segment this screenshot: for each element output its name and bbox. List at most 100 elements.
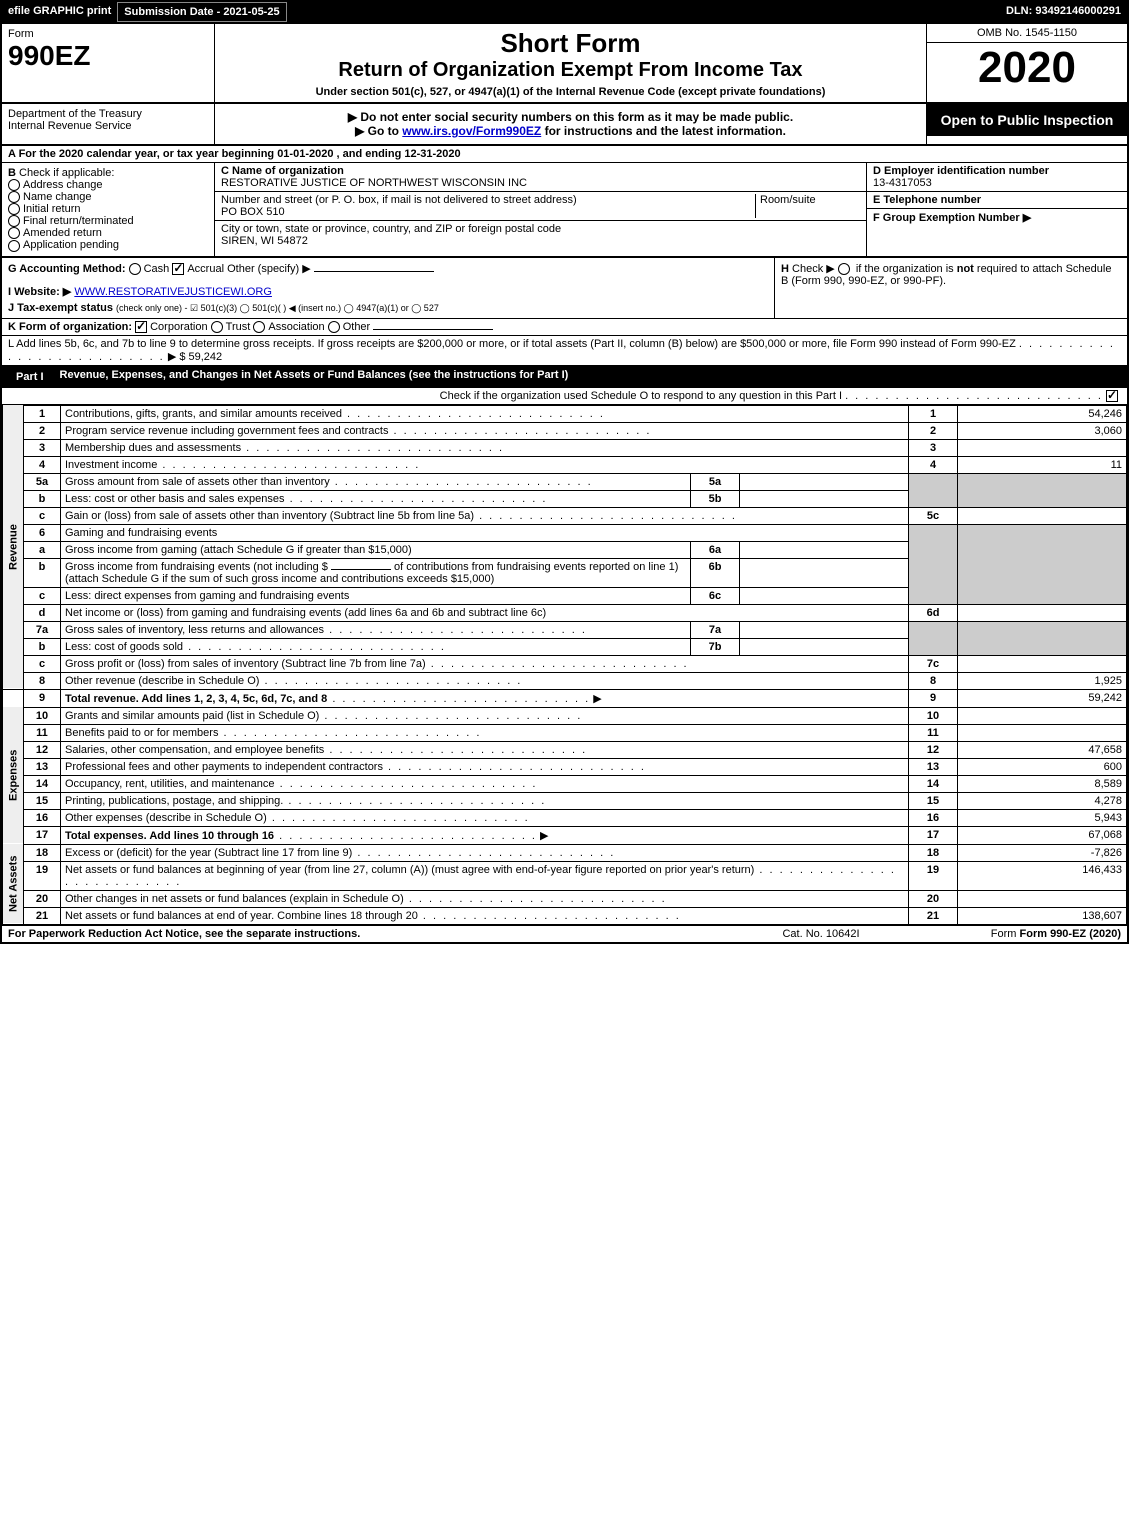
i-label: I Website: ▶ xyxy=(8,286,71,298)
initial-return-checkbox[interactable] xyxy=(8,203,20,215)
l6c-desc: Less: direct expenses from gaming and fu… xyxy=(65,590,349,602)
l20-num: 20 xyxy=(24,890,61,907)
assoc-label: Association xyxy=(268,321,324,333)
right-box: OMB No. 1545-1150 2020 xyxy=(926,24,1127,102)
f-label: F Group Exemption Number ▶ xyxy=(873,212,1031,224)
l12-ln: 12 xyxy=(909,741,958,758)
name-change-label: Name change xyxy=(23,191,92,203)
l1-num: 1 xyxy=(24,405,61,422)
title-box: Short Form Return of Organization Exempt… xyxy=(215,24,926,102)
efile-print-button[interactable]: efile GRAPHIC print xyxy=(2,2,117,22)
footer-form: Form 990-EZ (2020) xyxy=(1020,928,1121,940)
l11-ln: 11 xyxy=(909,724,958,741)
l10-ln: 10 xyxy=(909,707,958,724)
l5c-ln: 5c xyxy=(909,507,958,524)
l17-val: 67,068 xyxy=(958,826,1127,844)
part1-header: Part I Revenue, Expenses, and Changes in… xyxy=(2,366,1127,388)
l1-ln: 1 xyxy=(909,405,958,422)
l15-desc: Printing, publications, postage, and shi… xyxy=(65,795,283,807)
l18-desc: Excess or (deficit) for the year (Subtra… xyxy=(65,847,352,859)
l9-dots xyxy=(327,693,590,705)
city: SIREN, WI 54872 xyxy=(221,235,308,247)
addr-change-label: Address change xyxy=(23,179,103,191)
l5b-num: b xyxy=(24,490,61,507)
street-label: Number and street (or P. O. box, if mail… xyxy=(221,194,577,206)
part1-title: Revenue, Expenses, and Changes in Net As… xyxy=(60,369,1121,385)
header-row2: Department of the Treasury Internal Reve… xyxy=(2,104,1127,146)
l21-dots xyxy=(418,910,681,922)
corp-checkbox[interactable] xyxy=(135,321,147,333)
trust-label: Trust xyxy=(226,321,251,333)
part1-checkbox[interactable] xyxy=(1106,390,1118,402)
l4-dots xyxy=(157,459,420,471)
l20-dots xyxy=(404,893,667,905)
accrual-checkbox[interactable] xyxy=(172,263,184,275)
name-change-checkbox[interactable] xyxy=(8,191,20,203)
app-pending-checkbox[interactable] xyxy=(8,240,20,252)
trust-checkbox[interactable] xyxy=(211,321,223,333)
j-label: J Tax-exempt status xyxy=(8,302,113,314)
addr-change-checkbox[interactable] xyxy=(8,179,20,191)
title-return: Return of Organization Exempt From Incom… xyxy=(221,59,920,82)
l11-dots xyxy=(218,727,481,739)
l6c-sub: 6c xyxy=(691,587,740,604)
city-label: City or town, state or province, country… xyxy=(221,223,561,235)
l-text: L Add lines 5b, 6c, and 7b to line 9 to … xyxy=(8,338,1016,350)
l14-ln: 14 xyxy=(909,775,958,792)
l12-num: 12 xyxy=(24,741,61,758)
l16-dots xyxy=(267,812,530,824)
l7b-sub: 7b xyxy=(691,638,740,655)
l15-ln: 15 xyxy=(909,792,958,809)
l17-dots xyxy=(274,830,537,842)
h-not: not xyxy=(957,263,974,275)
other-org-checkbox[interactable] xyxy=(328,321,340,333)
l4-val: 11 xyxy=(958,456,1127,473)
l5c-num: c xyxy=(24,507,61,524)
d-label: D Employer identification number xyxy=(873,165,1049,177)
l6a-sub: 6a xyxy=(691,541,740,558)
l7-shade xyxy=(909,621,958,655)
l9-ln: 9 xyxy=(909,689,958,707)
note-ssn: ▶ Do not enter social security numbers o… xyxy=(221,110,920,124)
l15-num: 15 xyxy=(24,792,61,809)
submission-date: Submission Date - 2021-05-25 xyxy=(117,2,286,22)
amended-return-checkbox[interactable] xyxy=(8,227,20,239)
l6b-subval xyxy=(740,558,909,587)
note-link-suffix: for instructions and the latest informat… xyxy=(545,124,786,138)
l6b-amount-input[interactable] xyxy=(331,569,391,570)
b-label: B xyxy=(8,167,16,179)
l6b-desc1: Gross income from fundraising events (no… xyxy=(65,561,328,573)
l3-ln: 3 xyxy=(909,439,958,456)
form-number: 990EZ xyxy=(8,40,208,72)
l7c-desc: Gross profit or (loss) from sales of inv… xyxy=(65,658,426,670)
l6b-sub: 6b xyxy=(691,558,740,587)
website-link[interactable]: WWW.RESTORATIVEJUSTICEWI.ORG xyxy=(74,286,272,298)
l18-val: -7,826 xyxy=(958,844,1127,861)
l7a-num: 7a xyxy=(24,621,61,638)
l6a-desc: Gross income from gaming (attach Schedul… xyxy=(61,541,691,558)
other-input[interactable] xyxy=(314,271,434,272)
cash-checkbox[interactable] xyxy=(129,263,141,275)
h-right: H Check ▶ if the organization is not req… xyxy=(774,258,1127,318)
l6-shade xyxy=(909,524,958,604)
l18-num: 18 xyxy=(24,844,61,861)
irs-link[interactable]: www.irs.gov/Form990EZ xyxy=(402,124,541,138)
l14-val: 8,589 xyxy=(958,775,1127,792)
l12-dots xyxy=(324,744,587,756)
tax-year: 2020 xyxy=(927,43,1127,93)
form-label: Form xyxy=(8,28,208,40)
l5a-num: 5a xyxy=(24,473,61,490)
final-return-checkbox[interactable] xyxy=(8,215,20,227)
l10-val xyxy=(958,707,1127,724)
j-detail: (check only one) - ☑ 501(c)(3) ◯ 501(c)(… xyxy=(116,303,439,313)
org-name: RESTORATIVE JUSTICE OF NORTHWEST WISCONS… xyxy=(221,177,527,189)
l17-num: 17 xyxy=(24,826,61,844)
h-text1: Check ▶ xyxy=(792,263,835,275)
assoc-checkbox[interactable] xyxy=(253,321,265,333)
note-link: ▶ Go to www.irs.gov/Form990EZ for instru… xyxy=(221,124,920,138)
h-checkbox[interactable] xyxy=(838,263,850,275)
dln: DLN: 93492146000291 xyxy=(1000,2,1127,22)
ein: 13-4317053 xyxy=(873,177,932,189)
l2-ln: 2 xyxy=(909,422,958,439)
other-org-input[interactable] xyxy=(373,329,493,330)
